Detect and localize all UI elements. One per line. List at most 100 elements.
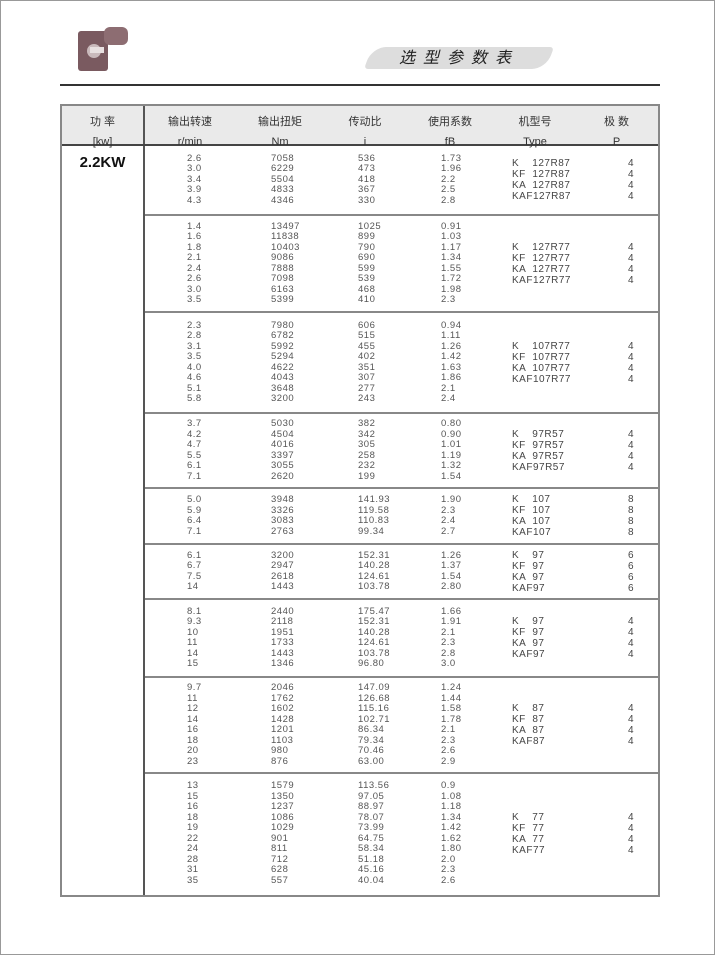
table-group: 2.3 7980 606 0.94 2.8 6782 515 1.11 3.1 5992 455 1.… (145, 313, 658, 414)
speed-cell: 16 (187, 801, 199, 812)
table-row: 4.3 4346 330 2.8 (145, 194, 511, 207)
table-row: 6.7 2947 140.28 1.37 (145, 560, 511, 572)
table-row: 15 1350 97.05 1.08 (145, 791, 511, 803)
torque-cell: 1443 (271, 581, 295, 592)
poles-cell: 6 (627, 560, 635, 572)
speed-cell: 5.8 (187, 393, 202, 404)
torque-cell: 811 (271, 843, 288, 854)
service-factor-cell: 2.6 (441, 745, 456, 756)
poles-cell: 6 (627, 571, 635, 583)
torque-cell: 1733 (271, 637, 295, 648)
torque-cell: 7980 (271, 319, 295, 331)
type-cell: K 87 (512, 703, 545, 714)
service-factor-cell: 0.80 (441, 418, 462, 429)
type-row: K 127R87 4 (512, 158, 662, 169)
type-cell: KF 127R77 (512, 252, 571, 264)
ratio-cell: 243 (358, 393, 376, 404)
service-factor-cell: 0.9 (441, 780, 456, 791)
service-factor-cell: 2.7 (441, 525, 456, 537)
torque-cell: 2620 (271, 470, 295, 482)
speed-cell: 3.9 (187, 184, 202, 196)
type-cell: K 127R87 (512, 158, 571, 169)
service-factor-cell: 2.8 (441, 194, 456, 206)
poles-cell: 4 (627, 340, 635, 352)
torque-cell: 5399 (271, 294, 295, 305)
type-cell: KF 97 (512, 560, 545, 572)
poles-cell: 4 (627, 362, 635, 374)
service-factor-cell: 2.9 (441, 755, 456, 767)
table-row: 19 1029 73.99 1.42 (145, 822, 511, 834)
header-ratio: 传动比 i (348, 116, 382, 148)
table-row: 3.7 5030 382 0.80 (145, 418, 511, 430)
ratio-cell: 351 (358, 361, 376, 373)
torque-cell: 11838 (271, 231, 300, 242)
table-row: 4.0 4622 351 1.63 (145, 361, 511, 374)
speed-cell: 19 (187, 822, 199, 833)
service-factor-cell: 1.96 (441, 163, 462, 175)
service-factor-cell: 2.6 (441, 874, 456, 886)
service-factor-cell: 1.55 (441, 262, 462, 274)
ratio-cell: 79.34 (358, 734, 385, 746)
type-row: KF 107R77 4 (512, 352, 662, 363)
table-row: 4.7 4016 305 1.01 (145, 439, 511, 451)
speed-cell: 10 (187, 626, 199, 638)
speed-cell: 12 (187, 703, 199, 714)
poles-cell: 4 (627, 703, 635, 714)
ratio-cell: 152.31 (358, 549, 391, 561)
poles-cell: 8 (627, 505, 635, 516)
type-row: KAF97R57 4 (512, 462, 662, 473)
table-row: 20 980 70.46 2.6 (145, 745, 511, 757)
ratio-cell: 382 (358, 418, 376, 429)
torque-cell: 2763 (271, 525, 295, 537)
torque-cell: 2618 (271, 570, 295, 582)
table-group: 13 1579 113.56 0.9 15 1350 97.05 1.08 16 1237 88.9… (145, 774, 658, 893)
type-row: KF 127R87 4 (512, 169, 662, 180)
service-factor-cell: 1.98 (441, 283, 462, 295)
type-row: KAF77 4 (512, 845, 662, 856)
service-factor-cell: 2.1 (441, 724, 456, 735)
selection-table: 功 率 [kw] 输出转速 r/min 输出扭矩 Nm 传动比 i 使用系数 fB 机型号… (60, 104, 660, 897)
type-row: KA 77 4 (512, 834, 662, 845)
torque-cell: 2440 (271, 605, 295, 617)
table-group: 9.7 2046 147.09 1.24 11 1762 126.68 1.44 12 1602 1… (145, 678, 658, 774)
table-row: 6.1 3200 152.31 1.26 (145, 549, 511, 562)
table-row: 2.4 7888 599 1.55 (145, 262, 511, 275)
poles-cell: 8 (627, 527, 635, 538)
ratio-cell: 258 (358, 449, 376, 461)
service-factor-cell: 1.19 (441, 449, 462, 461)
table-row: 3.1 5992 455 1.26 (145, 340, 511, 353)
type-row: KA 87 4 (512, 725, 662, 736)
speed-cell: 14 (187, 713, 199, 725)
torque-cell: 4622 (271, 361, 295, 373)
service-factor-cell: 1.54 (441, 470, 462, 482)
speed-cell: 16 (187, 724, 199, 735)
torque-cell: 7888 (271, 262, 295, 274)
speed-cell: 3.5 (187, 294, 202, 305)
torque-cell: 1201 (271, 724, 295, 735)
type-cell: KA 107R77 (512, 362, 571, 374)
type-row: KF 97 6 (512, 561, 662, 572)
type-cell: KAF97R57 (512, 461, 565, 473)
ratio-cell: 410 (358, 294, 376, 305)
poles-cell: 4 (627, 274, 635, 286)
type-cell: KAF107R77 (512, 373, 571, 385)
table-row: 18 1103 79.34 2.3 (145, 734, 511, 747)
service-factor-cell: 1.24 (441, 682, 462, 693)
type-cell: KA 97R57 (512, 450, 565, 462)
speed-cell: 9.3 (187, 616, 202, 627)
torque-cell: 7058 (271, 152, 295, 164)
service-factor-cell: 1.86 (441, 372, 462, 383)
table-row: 15 1346 96.80 3.0 (145, 658, 511, 670)
ratio-cell: 232 (358, 460, 376, 471)
torque-cell: 4346 (271, 194, 295, 206)
speed-cell: 1.6 (187, 231, 202, 242)
ratio-cell: 277 (358, 382, 376, 394)
torque-cell: 1029 (271, 822, 295, 833)
type-cell: KAF127R77 (512, 274, 571, 286)
torque-cell: 5992 (271, 340, 295, 352)
speed-cell: 4.2 (187, 428, 202, 440)
ratio-cell: 418 (358, 173, 376, 185)
type-cell: KF 127R87 (512, 169, 571, 180)
ratio-cell: 45.16 (358, 864, 385, 875)
ratio-cell: 124.61 (358, 570, 391, 582)
